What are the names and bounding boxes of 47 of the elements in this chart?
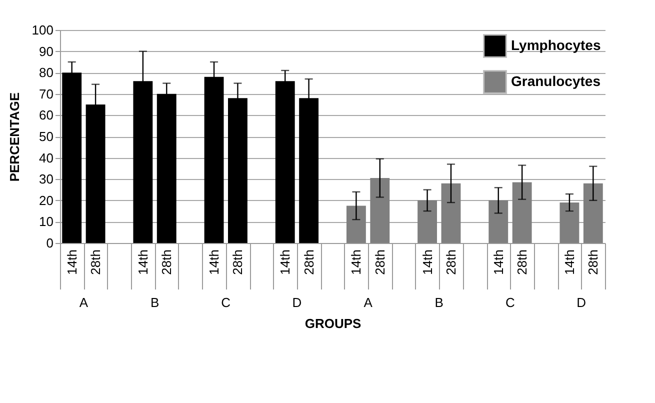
text: D bbox=[576, 295, 586, 310]
text: B bbox=[150, 295, 160, 310]
x-tick-label: 28th bbox=[159, 250, 174, 275]
bar bbox=[346, 206, 366, 243]
x-tick-label: 14th bbox=[348, 250, 364, 275]
x-tick-label: 28th bbox=[301, 250, 316, 275]
x-tick-label: 28th bbox=[586, 250, 601, 275]
bar bbox=[583, 183, 603, 243]
y-tick-label: 20 bbox=[39, 192, 54, 208]
y-tick-label: 30 bbox=[39, 172, 54, 187]
y-tick-label: 90 bbox=[39, 44, 54, 59]
legend-label: Lymphocytes bbox=[511, 37, 601, 53]
text: D bbox=[292, 295, 302, 310]
bar bbox=[560, 202, 580, 243]
y-tick-label: 0 bbox=[46, 236, 54, 250]
x-tick-label: 14th bbox=[64, 250, 80, 275]
text: C bbox=[506, 295, 515, 310]
x-tick-label: 28th bbox=[514, 250, 530, 275]
y-tick-label: 60 bbox=[39, 108, 54, 123]
bar bbox=[488, 200, 508, 243]
x-tick-label: 14th bbox=[562, 250, 577, 275]
text: C bbox=[221, 295, 231, 310]
x-axis-title: GROUPS bbox=[304, 316, 362, 331]
y-tick-label: 10 bbox=[39, 214, 54, 230]
bar bbox=[512, 182, 532, 243]
x-tick-label: 14th bbox=[420, 250, 435, 275]
y-tick-label: 100 bbox=[32, 22, 54, 38]
y-tick-label: 40 bbox=[39, 150, 54, 166]
y-tick-label: 80 bbox=[39, 65, 54, 80]
bar bbox=[370, 178, 390, 243]
x-tick-label: 14th bbox=[206, 250, 222, 275]
x-tick-label: 28th bbox=[443, 250, 458, 275]
y-tick-label: 70 bbox=[39, 86, 54, 102]
text: A bbox=[79, 295, 88, 310]
x-tick-label: 14th bbox=[278, 250, 293, 275]
text: B bbox=[434, 295, 444, 310]
bar bbox=[418, 200, 437, 243]
x-tick-label: 28th bbox=[372, 250, 388, 275]
bar bbox=[441, 183, 461, 243]
x-tick-label: 28th bbox=[88, 250, 104, 275]
x-tick-label: 14th bbox=[490, 250, 506, 275]
y-axis-title: PERCENTAGE bbox=[6, 92, 22, 182]
legend-label: Granulocytes bbox=[511, 73, 601, 89]
text: A bbox=[364, 295, 373, 310]
x-tick-label: 14th bbox=[135, 250, 150, 275]
y-tick-label: 50 bbox=[39, 129, 54, 144]
x-tick-label: 28th bbox=[230, 250, 246, 275]
